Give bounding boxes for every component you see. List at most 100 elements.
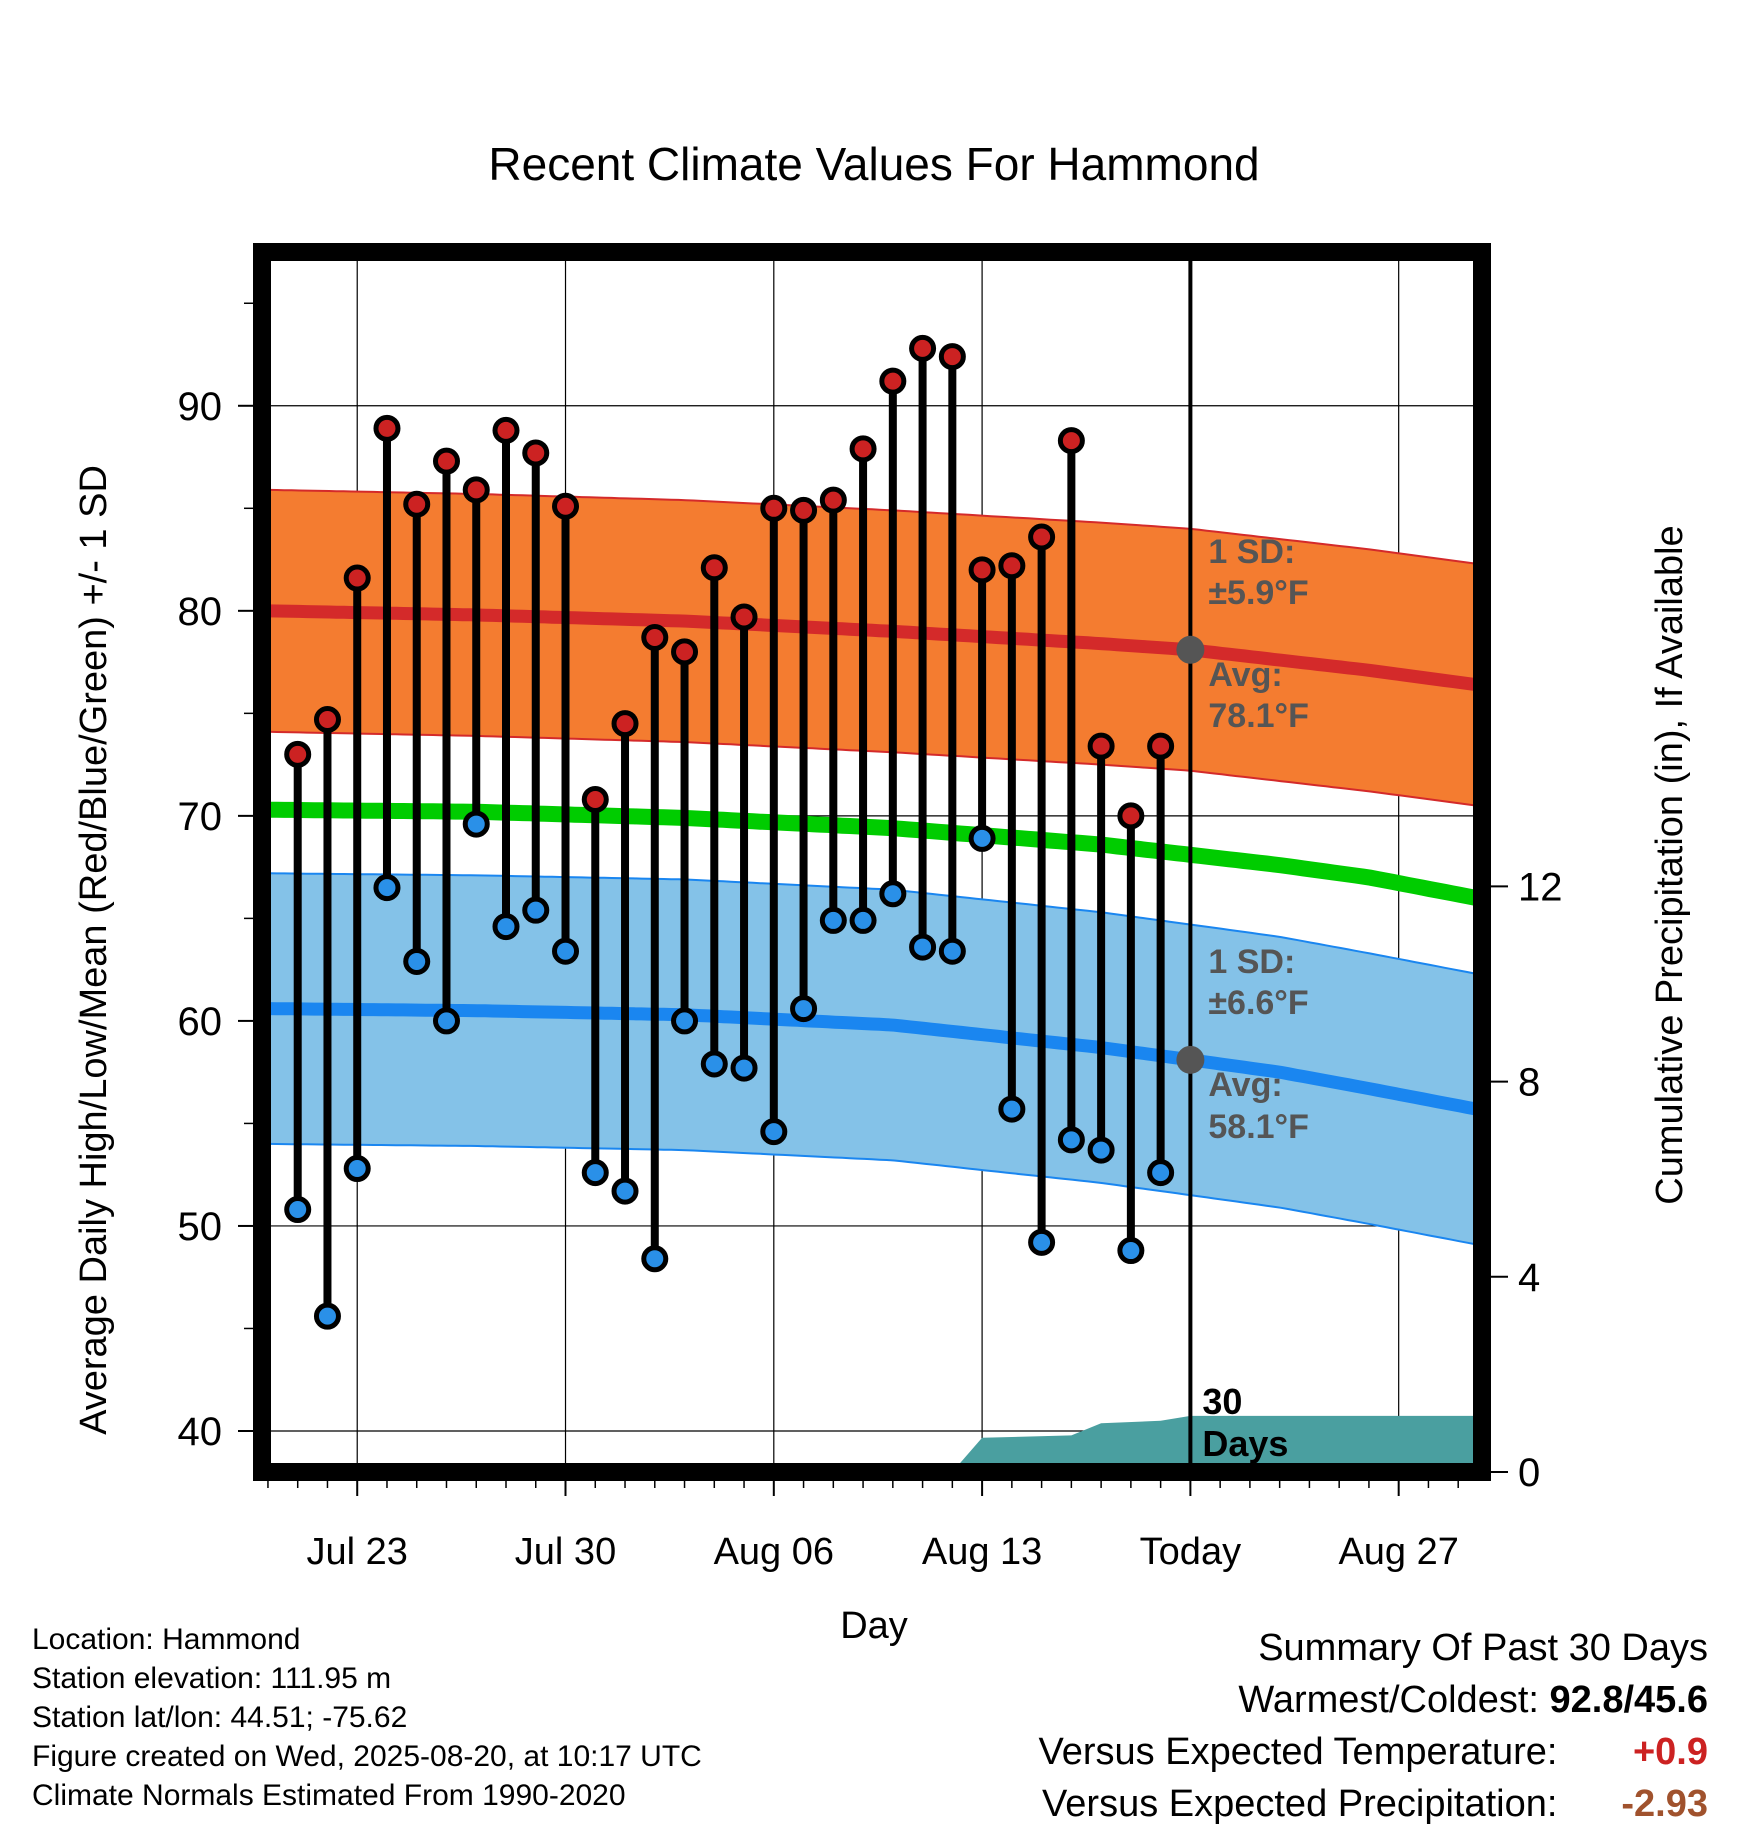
y-left-tick-label-1: 50 (178, 1205, 223, 1249)
low-point-11 (611, 1177, 639, 1205)
summary-heading: Summary Of Past 30 Days (1258, 1627, 1708, 1669)
low-point-4 (403, 947, 431, 975)
location-text: Location: Hammond (32, 1623, 301, 1656)
low-point-0 (284, 1196, 312, 1224)
x-tick-label-0: Jul 23 (307, 1531, 408, 1573)
low-point-14 (700, 1050, 728, 1078)
high-point-3 (373, 414, 401, 442)
today-avg-high-marker (1176, 635, 1205, 664)
avg-mean-line (262, 801, 1482, 906)
low-avg-value: 58.1°F (1208, 1108, 1309, 1146)
y-left-tick-label-4: 80 (178, 590, 223, 634)
low-point-12 (641, 1245, 669, 1273)
x-tick-label-4: Today (1140, 1531, 1241, 1573)
y-left-tick-label-5: 90 (178, 385, 223, 429)
high-point-20 (879, 367, 907, 395)
x-tick-label-3: Aug 13 (922, 1531, 1042, 1573)
low-point-24 (998, 1095, 1026, 1123)
warmest-coldest-row: Warmest/Coldest: 92.8/45.6 (1039, 1674, 1708, 1726)
low-point-28 (1117, 1237, 1145, 1265)
high-point-16 (760, 494, 788, 522)
high-point-15 (730, 603, 758, 631)
warmest-coldest-value: 92.8/45.6 (1549, 1679, 1708, 1721)
elevation-text: Station elevation: 111.95 m (32, 1662, 392, 1695)
high-point-23 (968, 556, 996, 584)
low-point-15 (730, 1054, 758, 1082)
today-avg-low-marker (1176, 1045, 1205, 1074)
high-point-11 (611, 710, 639, 738)
today-days-count: 30 (1202, 1381, 1242, 1422)
low-point-16 (760, 1118, 788, 1146)
low-point-17 (790, 995, 818, 1023)
chart-title: Recent Climate Values For Hammond (488, 138, 1259, 190)
low-sd-value: ±6.6°F (1208, 984, 1308, 1022)
x-tick-label-5: Aug 27 (1338, 1531, 1458, 1573)
x-axis-label: Day (840, 1605, 908, 1647)
low-point-18 (819, 906, 847, 934)
plot-area (262, 252, 1482, 1472)
low-point-29 (1147, 1159, 1175, 1187)
plot-frame (253, 243, 1491, 1481)
low-point-3 (373, 874, 401, 902)
low-point-9 (552, 937, 580, 965)
high-point-6 (462, 476, 490, 504)
precipitation-anomaly-label: Versus Expected Precipitation: (1042, 1783, 1558, 1825)
low-point-19 (849, 906, 877, 934)
avg-high-line (262, 604, 1482, 692)
station-info: Location: Hammond Station elevation: 111… (32, 1620, 702, 1815)
low-point-26 (1057, 1126, 1085, 1154)
y-right-tick-label-0: 0 (1518, 1451, 1540, 1495)
high-point-2 (343, 564, 371, 592)
temperature-anomaly-value: +0.9 (1632, 1731, 1708, 1773)
y-left-tick-label-0: 40 (178, 1410, 223, 1454)
latlon-text: Station lat/lon: 44.51; -75.62 (32, 1701, 408, 1734)
high-point-25 (1028, 523, 1056, 551)
y-left-tick-label-2: 60 (178, 1000, 223, 1044)
temperature-anomaly-label: Versus Expected Temperature: (1038, 1731, 1558, 1773)
y-axis-right-label: Cumulative Precipitation (in), If Availa… (1649, 525, 1691, 1204)
low-avg-label: Avg: (1208, 1066, 1282, 1104)
low-point-13 (671, 1007, 699, 1035)
high-point-0 (284, 740, 312, 768)
low-point-1 (313, 1302, 341, 1330)
summary-panel: Summary Of Past 30 Days Warmest/Coldest:… (1039, 1622, 1708, 1830)
created-text: Figure created on Wed, 2025-08-20, at 10… (32, 1740, 702, 1773)
precipitation-anomaly-value: -2.93 (1621, 1783, 1708, 1825)
high-point-9 (552, 492, 580, 520)
high-point-28 (1117, 802, 1145, 830)
high-point-29 (1147, 732, 1175, 760)
high-point-22 (938, 343, 966, 371)
low-point-25 (1028, 1228, 1056, 1256)
high-point-7 (492, 416, 520, 444)
precipitation-anomaly-row: Versus Expected Precipitation: -2.93 (1039, 1778, 1708, 1830)
low-point-27 (1087, 1136, 1115, 1164)
high-point-17 (790, 496, 818, 524)
high-point-1 (313, 705, 341, 733)
high-point-24 (998, 552, 1026, 580)
precipitation-area (952, 1415, 1482, 1472)
high-point-8 (522, 439, 550, 467)
y-axis-left-label: Average Daily High/Low/Mean (Red/Blue/Gr… (73, 465, 115, 1435)
high-point-10 (581, 785, 609, 813)
today-days-label: Days (1202, 1423, 1288, 1464)
high-point-14 (700, 554, 728, 582)
low-point-10 (581, 1159, 609, 1187)
y-right-tick-label-2: 8 (1518, 1061, 1540, 1105)
high-point-5 (432, 447, 460, 475)
low-point-8 (522, 896, 550, 924)
high-point-12 (641, 623, 669, 651)
x-tick-label-1: Jul 30 (515, 1531, 616, 1573)
high-point-13 (671, 638, 699, 666)
low-sd-band (262, 872, 1482, 1246)
x-tick-label-2: Aug 06 (714, 1531, 834, 1573)
low-point-5 (432, 1007, 460, 1035)
low-point-20 (879, 880, 907, 908)
high-point-4 (403, 490, 431, 518)
y-left-tick-label-3: 70 (178, 795, 223, 839)
avg-low-line (262, 1002, 1482, 1116)
y-right-tick-label-1: 4 (1518, 1256, 1540, 1300)
axes: Jul 23 Jul 30 Aug 06 Aug 13 Today Aug 2740506… (178, 243, 1563, 1573)
warmest-coldest-label: Warmest/Coldest: (1238, 1679, 1539, 1721)
low-point-21 (909, 933, 937, 961)
